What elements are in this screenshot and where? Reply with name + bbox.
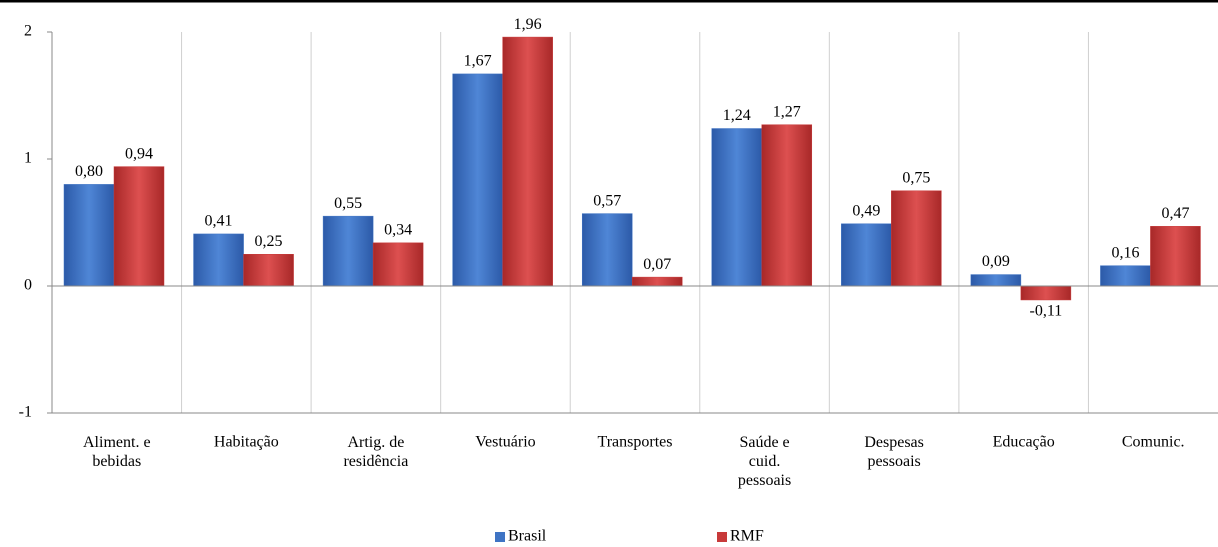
bar — [581, 213, 633, 287]
data-label: 0,16 — [1111, 244, 1139, 261]
data-label: 1,27 — [773, 103, 801, 120]
data-label: 0,09 — [982, 253, 1010, 270]
data-label: 0,80 — [75, 163, 103, 180]
x-tick-label: Vestuário — [475, 434, 535, 451]
x-tick-label: Saúde e cuid. pessoais — [738, 434, 791, 489]
y-tick-label: 1 — [24, 150, 32, 167]
bar — [502, 36, 553, 287]
bar — [1100, 265, 1151, 287]
y-tick-label: -1 — [19, 404, 32, 421]
data-label: 0,49 — [852, 202, 880, 219]
bar — [1150, 226, 1201, 287]
bar — [711, 128, 763, 287]
bar — [63, 184, 115, 287]
bar — [1020, 285, 1072, 301]
data-label: 1,24 — [723, 107, 751, 124]
x-tick-label: Aliment. e bebidas — [83, 434, 151, 470]
legend-label: Brasil — [508, 528, 547, 545]
data-label: 0,41 — [205, 213, 233, 230]
x-tick-label: Despesas pessoais — [864, 434, 924, 470]
bar — [761, 124, 813, 287]
data-label: 0,25 — [255, 233, 283, 250]
data-label: -0,11 — [1030, 303, 1063, 320]
bar — [970, 274, 1022, 287]
bar — [891, 190, 942, 287]
data-label: 1,67 — [464, 53, 492, 70]
x-tick-label: Transportes — [598, 434, 673, 451]
x-tick-label: Artig. de residência — [343, 434, 408, 470]
bar — [193, 233, 244, 287]
x-tick-label: Comunic. — [1122, 434, 1185, 451]
bar — [372, 242, 424, 287]
bar — [322, 215, 374, 287]
legend-swatch — [717, 532, 727, 542]
data-label: 1,96 — [514, 16, 542, 33]
bar — [243, 254, 294, 287]
data-label: 0,94 — [125, 145, 153, 162]
bar — [452, 73, 503, 287]
bar — [113, 166, 165, 287]
data-label: 0,34 — [384, 221, 412, 238]
legend-label: RMF — [730, 528, 764, 545]
bar — [631, 276, 683, 287]
data-label: 0,75 — [902, 169, 930, 186]
y-tick-label: 2 — [24, 23, 32, 40]
x-tick-label: Educação — [993, 434, 1055, 451]
x-tick-label: Habitação — [214, 434, 279, 451]
data-label: 0,55 — [334, 195, 362, 212]
data-label: 0,57 — [593, 192, 621, 209]
data-label: 0,07 — [643, 256, 671, 273]
legend-swatch — [495, 532, 505, 542]
bar — [841, 223, 892, 287]
y-tick-label: 0 — [24, 277, 32, 294]
data-label: 0,47 — [1161, 205, 1189, 222]
